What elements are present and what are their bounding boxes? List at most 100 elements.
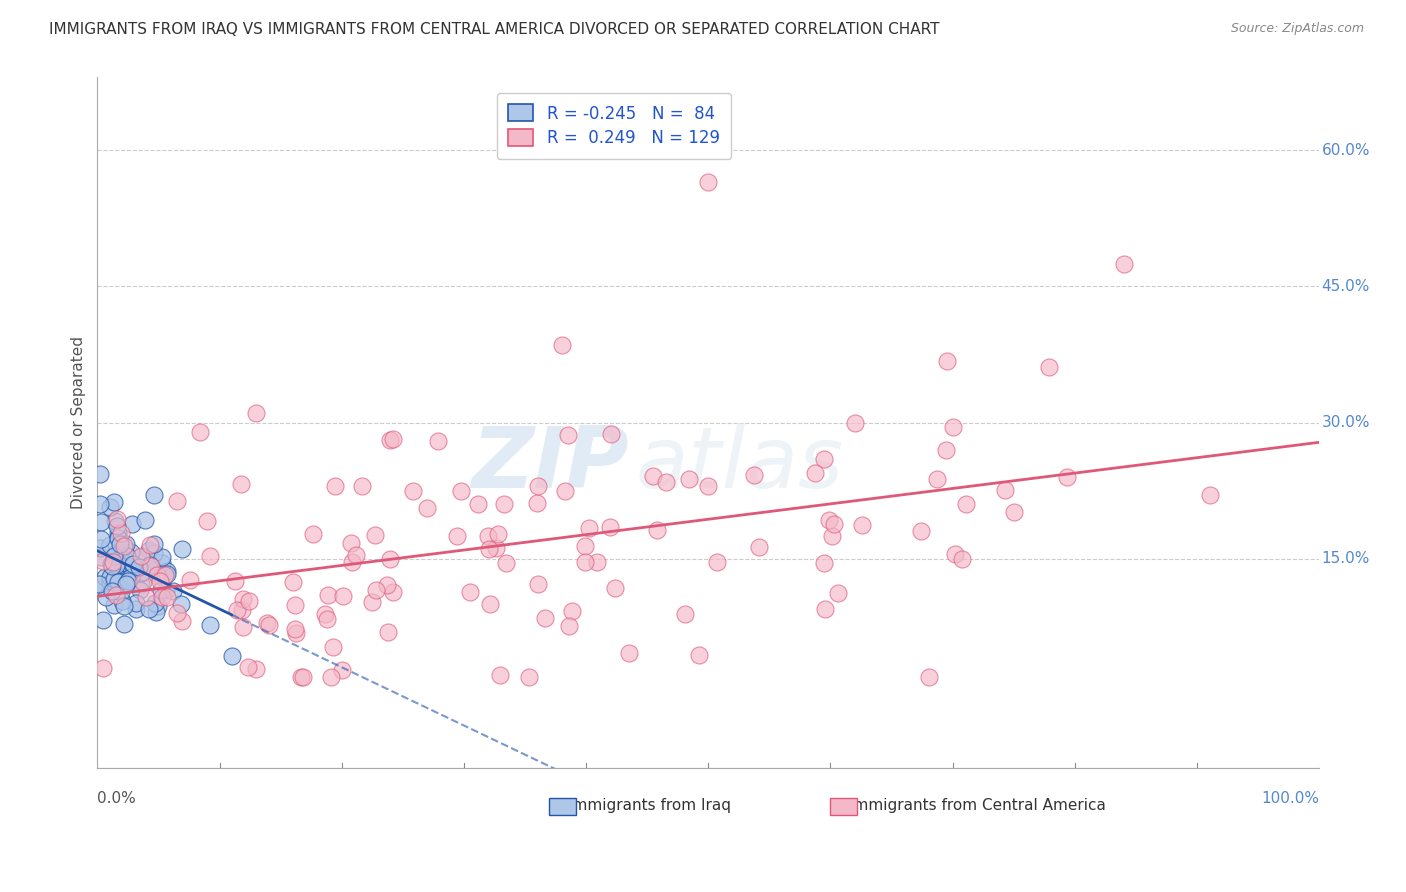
Point xyxy=(110,536,132,550)
Point xyxy=(93,554,115,568)
Point xyxy=(117,549,139,563)
Point xyxy=(352,479,374,493)
Point xyxy=(129,549,152,564)
Point xyxy=(125,602,148,616)
Point xyxy=(139,558,162,572)
Point xyxy=(364,528,387,542)
FancyBboxPatch shape xyxy=(550,797,576,814)
Point xyxy=(98,575,121,590)
Point xyxy=(574,539,596,553)
Point xyxy=(557,427,579,442)
Point xyxy=(103,495,125,509)
Point xyxy=(129,577,152,591)
Point xyxy=(89,497,111,511)
Point xyxy=(450,483,472,498)
Point xyxy=(231,603,253,617)
Point xyxy=(122,559,145,574)
Point xyxy=(643,469,665,483)
Text: 15.0%: 15.0% xyxy=(1322,551,1369,566)
Point xyxy=(166,606,188,620)
Point xyxy=(91,613,114,627)
Point xyxy=(121,557,143,571)
Point xyxy=(673,607,696,621)
Point xyxy=(107,574,129,589)
Point xyxy=(935,443,957,458)
Point xyxy=(90,533,112,547)
Point xyxy=(128,560,150,574)
Point xyxy=(90,549,112,564)
Text: Immigrants from Iraq: Immigrants from Iraq xyxy=(568,798,731,814)
Point xyxy=(557,618,579,632)
Point xyxy=(150,550,173,565)
Point xyxy=(814,602,837,616)
Point xyxy=(98,538,121,552)
Point xyxy=(599,426,621,441)
Point xyxy=(322,640,344,654)
Point xyxy=(813,556,835,570)
Point xyxy=(467,497,489,511)
Point xyxy=(935,354,957,368)
Point xyxy=(697,479,720,493)
Point xyxy=(139,558,162,573)
Point xyxy=(377,625,399,640)
Point xyxy=(281,574,304,589)
Point xyxy=(179,574,201,588)
Point xyxy=(955,497,977,511)
Point xyxy=(111,594,134,608)
Point xyxy=(143,546,166,560)
Point xyxy=(152,557,174,571)
Point xyxy=(108,546,131,560)
Point xyxy=(89,577,111,591)
Point xyxy=(1198,488,1220,502)
Point xyxy=(156,564,179,578)
Point xyxy=(426,434,449,448)
Point xyxy=(89,581,111,595)
Point xyxy=(678,472,700,486)
Point xyxy=(110,585,132,599)
Point xyxy=(103,549,125,563)
Point xyxy=(156,566,179,581)
Point xyxy=(586,555,609,569)
Point xyxy=(821,529,844,543)
Point xyxy=(534,611,557,625)
Point xyxy=(742,468,765,483)
Point xyxy=(917,670,939,684)
Point xyxy=(458,585,481,599)
Point xyxy=(112,599,135,613)
Point xyxy=(910,524,932,539)
Point xyxy=(100,558,122,572)
Point xyxy=(156,590,179,604)
Point xyxy=(479,597,502,611)
Point xyxy=(150,590,173,604)
Text: IMMIGRANTS FROM IRAQ VS IMMIGRANTS FROM CENTRAL AMERICA DIVORCED OR SEPARATED CO: IMMIGRANTS FROM IRAQ VS IMMIGRANTS FROM … xyxy=(49,22,939,37)
Point xyxy=(166,494,188,508)
Point xyxy=(477,528,499,542)
Point xyxy=(554,483,576,498)
Point xyxy=(131,575,153,590)
Point xyxy=(93,661,115,675)
Point xyxy=(381,432,404,446)
Point xyxy=(105,519,128,533)
Point xyxy=(107,531,129,545)
Point xyxy=(706,555,728,569)
Text: 0.0%: 0.0% xyxy=(97,790,136,805)
Point xyxy=(284,623,307,637)
Point xyxy=(112,616,135,631)
Point xyxy=(105,588,128,602)
Point xyxy=(245,662,267,676)
Point xyxy=(314,607,336,622)
Point xyxy=(111,544,134,558)
Point xyxy=(129,566,152,581)
Point xyxy=(1056,470,1078,484)
Point xyxy=(136,558,159,573)
Point xyxy=(198,549,221,563)
Point xyxy=(927,472,949,486)
Point xyxy=(101,559,124,574)
Point xyxy=(380,433,402,447)
Point xyxy=(229,476,252,491)
Point xyxy=(94,590,117,604)
Point xyxy=(316,588,339,602)
Point xyxy=(89,541,111,555)
Point xyxy=(162,584,184,599)
Point xyxy=(221,649,243,664)
